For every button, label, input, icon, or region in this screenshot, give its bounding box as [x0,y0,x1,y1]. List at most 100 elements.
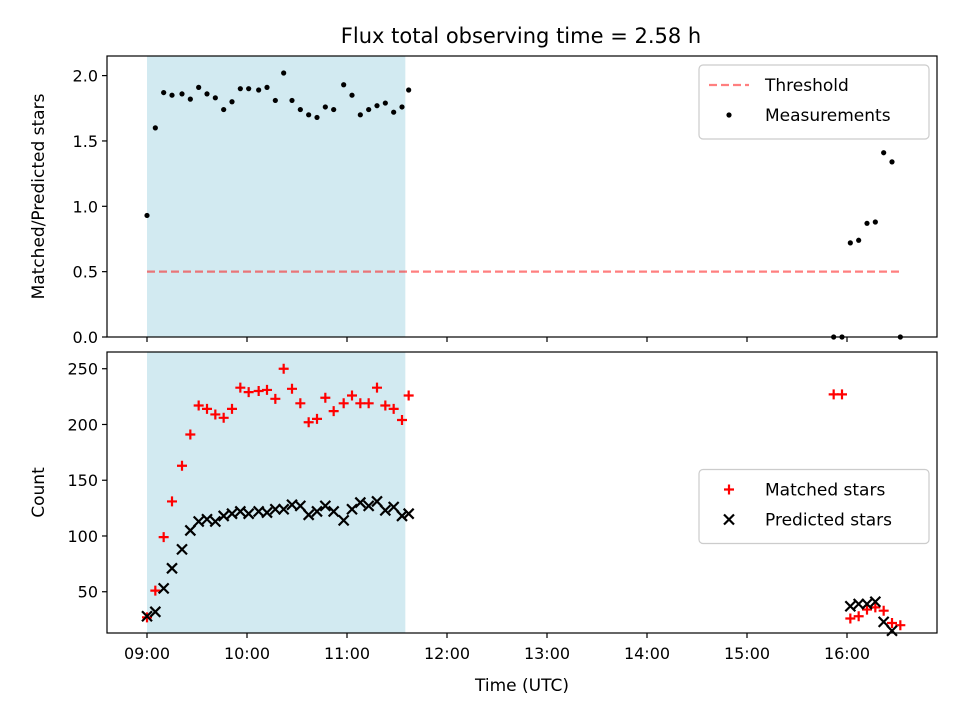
y-axis-label: Matched/Predicted stars [29,93,49,299]
data-marker [862,604,872,615]
x-tick-label: 16:00 [824,644,870,663]
data-point [349,92,355,98]
data-marker [338,398,349,409]
data-marker [227,403,237,414]
data-marker [372,382,382,393]
data-marker [877,616,890,628]
data-marker [870,602,881,613]
legend: Matched stars Predicted stars [698,468,930,545]
data-marker [209,515,222,528]
data-point [256,87,262,93]
x-tick-label: 09:00 [124,644,170,663]
data-marker [302,509,315,521]
data-marker [193,400,204,411]
data-marker [320,392,331,403]
data-marker [328,406,339,417]
data-marker [295,398,306,409]
data-point [221,106,227,113]
data-marker [403,390,414,401]
data-marker [346,503,358,516]
series-predicted-stars [141,495,898,637]
series-measurements [144,70,903,340]
y-tick-label: 250 [67,360,98,379]
data-point [889,159,895,165]
chart-title: Flux total observing time = 2.58 h [341,24,701,48]
y-axis-label: Count [29,467,49,518]
data-point [169,92,175,98]
data-marker [387,501,400,513]
data-marker [837,389,847,400]
data-marker [176,543,188,556]
data-marker [269,503,282,516]
data-marker [167,496,177,507]
data-marker [878,605,889,616]
data-point [204,91,210,97]
data-point [161,89,167,96]
legend-box [698,468,930,545]
data-point [847,240,853,246]
data-marker [327,505,340,518]
data-marker [262,384,272,395]
data-point [331,106,337,113]
data-marker [217,510,230,522]
data-marker [234,505,247,518]
data-marker [235,382,246,393]
data-marker [184,524,197,537]
data-point [306,112,312,118]
data-point [314,114,320,121]
data-marker [201,513,213,526]
legend-marker-swatch [723,513,735,526]
data-marker [402,507,415,520]
data-point [297,106,303,113]
data-marker [157,582,170,595]
y-tick-label: 0.0 [73,328,98,347]
y-tick-label: 150 [67,471,98,490]
data-marker [887,617,897,628]
y-tick-label: 50 [78,583,98,602]
data-point [374,103,380,109]
y-tick-label: 0.5 [73,263,98,282]
legend: Threshold Measurements [698,64,930,140]
data-point [152,125,158,131]
series-matched-stars [142,363,906,631]
data-marker [895,620,906,631]
x-tick-label: 10:00 [224,644,270,663]
data-marker [177,460,187,471]
data-point [272,97,278,104]
data-point [399,104,405,110]
data-point [196,84,202,90]
data-marker [218,412,229,423]
legend-label: Predicted stars [765,511,892,531]
data-point [872,219,878,225]
data-marker [253,386,264,397]
data-marker [362,500,375,512]
x-tick-label: 15:00 [724,644,770,663]
x-tick-label: 11:00 [324,644,370,663]
data-marker [303,417,314,428]
x-tick-label: 13:00 [524,644,570,663]
legend-label: Matched stars [765,481,885,501]
top-panel: 0.0 0.5 1.0 1.5 2.0 Matched/Predicted stars Th… [29,55,938,347]
data-marker [192,515,205,528]
data-marker [158,532,169,543]
data-marker [226,507,238,520]
data-marker [277,503,290,516]
data-marker [319,500,332,512]
data-marker [141,610,153,623]
data-point [382,100,388,106]
axes-frame [106,55,938,338]
legend-marker-swatch [724,484,734,495]
data-point [264,84,270,90]
data-marker [397,415,407,426]
y-tick-label: 1.5 [73,132,98,151]
data-point [179,91,185,97]
data-marker [852,598,865,610]
data-marker [396,510,408,522]
data-marker [278,363,289,374]
bottom-panel: 50 100 150 200 250 09:00 10:00 11:00 12:00 13:00 1… [29,351,938,696]
legend-label: Threshold [764,76,849,96]
y-tick-label: 200 [67,415,98,434]
data-marker [261,506,273,519]
y-tick-label: 2.0 [73,67,98,86]
data-marker [845,613,856,624]
